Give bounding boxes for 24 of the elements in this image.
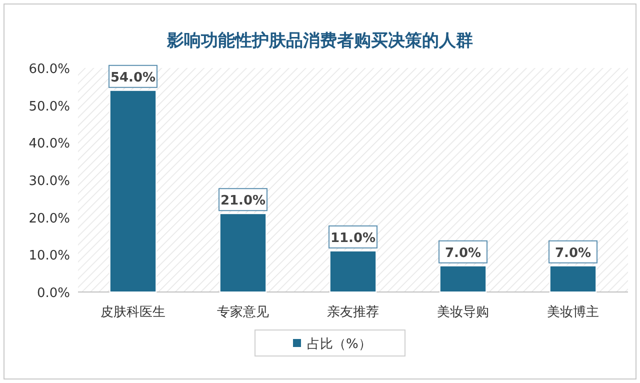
legend-label: 占比（%） [307, 337, 372, 352]
y-tick-label: 60.0% [28, 62, 70, 77]
y-tick-label: 10.0% [28, 248, 70, 264]
data-label: 11.0% [330, 230, 376, 246]
data-label: 54.0% [110, 70, 156, 86]
data-label: 21.0% [220, 194, 266, 209]
y-tick-label: 20.0% [28, 211, 70, 226]
bar [329, 250, 377, 292]
x-tick-label: 美妆博主 [547, 304, 599, 320]
y-tick-label: 30.0% [28, 174, 70, 189]
y-tick-label: 0.0% [36, 286, 70, 301]
y-tick-label: 40.0% [28, 136, 70, 152]
bar [439, 265, 487, 292]
data-label: 7.0% [444, 246, 482, 261]
chart-title: 影响功能性护肤品消费者购买决策的人群 [166, 31, 473, 50]
bar [549, 265, 597, 292]
data-label: 7.0% [554, 246, 592, 261]
x-tick-label: 亲友推荐 [327, 305, 379, 320]
x-tick-label: 皮肤科医生 [100, 305, 166, 320]
x-tick-label: 美妆导购 [437, 304, 489, 320]
y-tick-label: 50.0% [28, 99, 70, 114]
bar [219, 213, 267, 292]
bar [109, 90, 157, 292]
x-tick-label: 专家意见 [217, 304, 269, 320]
